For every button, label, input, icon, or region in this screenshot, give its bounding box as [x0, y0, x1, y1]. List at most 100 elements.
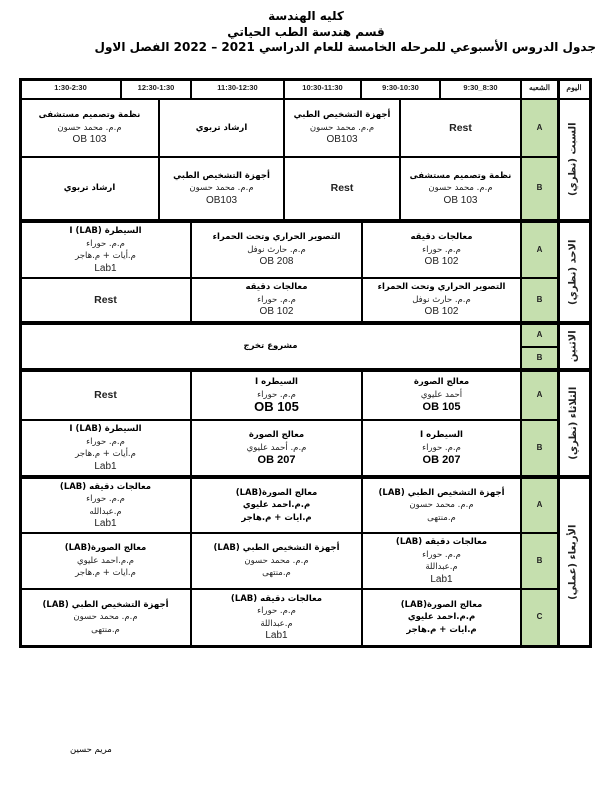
cell-line: السيطره I	[420, 430, 463, 441]
schedule-cell: معالجات دقيقه م.م. حوراء OB 102	[362, 222, 521, 278]
day-label: الثلاثاء (نظري)	[558, 370, 590, 476]
header-time: 10:30-11:30	[284, 78, 361, 99]
cell-line: 9:30-10:30	[382, 83, 419, 93]
cell-line: م.عبداللة	[260, 618, 293, 629]
cell-line: OB 103	[72, 134, 107, 146]
cell-line: م.م. حارث نوفل	[247, 244, 306, 255]
cell-line: م.م. حوراء	[422, 549, 461, 560]
schedule-cell: معالج الصورة أحمد عليوي OB 105	[362, 370, 521, 420]
divider	[19, 322, 591, 325]
schedule-cell: أجهزة التشخيص الطبي م.م. محمد حسون OB103	[284, 99, 400, 157]
cell-line: م.م.احمد عليوي	[76, 555, 135, 566]
schedule-cell: السيطرة I (LAB) م.م. حوراء م.أيات + م.هاجر…	[20, 420, 191, 476]
divider	[589, 78, 592, 648]
divider	[19, 645, 591, 648]
cell-line: م.م. حارث نوفل	[412, 294, 471, 305]
cell-line: 8:30_9:30	[463, 83, 498, 93]
day-label: الأربعاء (عملي)	[558, 478, 590, 646]
cell-line: Rest	[449, 121, 472, 134]
cell-line: مشروع تخرج	[243, 340, 298, 351]
cell-line: م.م. محمد حسون	[244, 555, 309, 566]
cell-line: م.م. حوراء	[257, 294, 296, 305]
header-time: 1:30-2:30	[20, 78, 121, 99]
department-name: قسم هندسة الطب الحياتي	[227, 25, 385, 39]
schedule-cell: معالجات دقيقه م.م. حوراء OB 102	[191, 278, 362, 322]
cell-line: أجهزة التشخيص الطبي (LAB)	[213, 543, 340, 554]
schedule-cell: Rest	[400, 99, 521, 157]
cell-line: معالجات دقيقه	[410, 232, 473, 243]
cell-line: OB 103	[443, 194, 478, 206]
schedule-cell: أجهزة التشخيص الطبي (LAB) م.م. محمد حسون م…	[20, 589, 191, 646]
schedule-cell: معالجات دقيقه (LAB) م.م. حوراء م.عبداللة La…	[362, 533, 521, 589]
schedule-cell: أجهزة التشخيص الطبي م.م. محمد حسون OB103	[159, 157, 284, 220]
cell-line: م.ايات + م.هاجر	[75, 568, 136, 579]
cell-line: معالجات دقيقه (LAB)	[395, 537, 488, 547]
section-wed_a: A	[521, 478, 558, 533]
cell-line: م.م. محمد حسون	[428, 183, 493, 194]
college-name: كليه الهندسة	[268, 9, 344, 23]
cell-line: OB 207	[422, 454, 461, 467]
cell-line: م.عبداللة	[425, 562, 458, 572]
day-label: الاحد (نظري)	[558, 222, 590, 322]
header-time: 11:30-12:30	[191, 78, 284, 99]
cell-line: نظمة وتصميم مستشفى	[38, 110, 141, 121]
section-wed_c: C	[521, 589, 558, 646]
cell-line: OB 207	[257, 454, 296, 467]
cell-line: الاثنين	[567, 330, 579, 362]
cell-line: السبت (نظري)	[567, 122, 579, 197]
cell-line: م.منتهى	[91, 624, 120, 635]
cell-line: معالجات دقيقه (LAB)	[59, 481, 152, 492]
cell-line: Rest	[330, 182, 354, 195]
cell-line: 1:30-2:30	[54, 83, 87, 93]
cell-line: السيطرة I (LAB)	[69, 226, 142, 236]
cell-line: م.منتهى	[427, 512, 456, 523]
cell-line: B	[536, 442, 543, 452]
cell-line: م.م. حوراء	[422, 442, 461, 453]
divider	[19, 78, 591, 81]
cell-line: A	[536, 122, 543, 132]
schedule-cell: معالج الصورة(LAB) م.م.احمد عليوي م.ايات + …	[191, 478, 362, 533]
day-label: الاثنين	[558, 323, 590, 369]
cell-line: Lab1	[94, 460, 117, 472]
header-day: اليوم	[558, 78, 590, 99]
schedule-cell: معالج الصورة م.م. أحمد عليوي OB 207	[191, 420, 362, 476]
cell-line: م.م. حوراء	[257, 389, 296, 400]
schedule-cell: ارشاد تربوي	[20, 157, 159, 220]
cell-line: OB 102	[259, 306, 294, 318]
cell-line: Lab1	[430, 573, 453, 585]
schedule-cell: معالج الصورة(LAB) م.م.احمد عليوي م.ايات + …	[362, 589, 521, 646]
cell-line: م.ايات + م.هاجر	[406, 624, 477, 635]
cell-line: م.م. حوراء	[86, 494, 125, 504]
section-mon_a: A	[521, 323, 558, 347]
day-label: السبت (نظري)	[558, 99, 590, 220]
divider	[19, 219, 591, 222]
cell-line: ارشاد تربوي	[63, 183, 116, 194]
schedule-cell: معالج الصورة(LAB) م.م.احمد عليوي م.ايات + …	[20, 533, 191, 589]
cell-line: 12:30-1:30	[137, 83, 175, 93]
cell-line: معالجات دقيقه (LAB)	[230, 593, 323, 604]
signature: مريم حسين	[70, 745, 112, 755]
cell-line: أجهزة التشخيص الطبي	[293, 110, 391, 121]
cell-line: B	[536, 352, 543, 362]
cell-line: م.م.احمد عليوي	[242, 500, 311, 511]
cell-line: م.م. محمد حسون	[73, 612, 138, 623]
cell-line: A	[536, 500, 543, 510]
cell-line: A	[536, 389, 543, 399]
divider	[19, 369, 591, 372]
schedule-cell: أجهزة التشخيص الطبي (LAB) م.م. محمد حسون م…	[191, 533, 362, 589]
schedule-cell: التصوير الحراري وتحت الحمراء م.م. حارث نو…	[362, 278, 521, 322]
cell-line: 10:30-11:30	[302, 83, 343, 93]
cell-line: Rest	[94, 388, 117, 401]
schedule-cell: مشروع تخرج	[20, 323, 521, 369]
cell-line: OB 105	[422, 401, 461, 414]
header-time: 8:30_9:30	[440, 78, 521, 99]
cell-line: ارشاد تربوي	[195, 122, 248, 133]
schedule-title: جدول الدروس الأسبوعي للمرحله الخامسة للع…	[94, 40, 596, 54]
cell-line: اليوم	[566, 83, 582, 93]
cell-line: الاحد (نظري)	[567, 239, 579, 305]
schedule-cell: نظمة وتصميم مستشفى م.م. محمد حسون OB 103	[400, 157, 521, 220]
cell-line: 11:30-12:30	[217, 83, 258, 93]
cell-line: Rest	[94, 293, 117, 306]
header-time: 9:30-10:30	[361, 78, 440, 99]
